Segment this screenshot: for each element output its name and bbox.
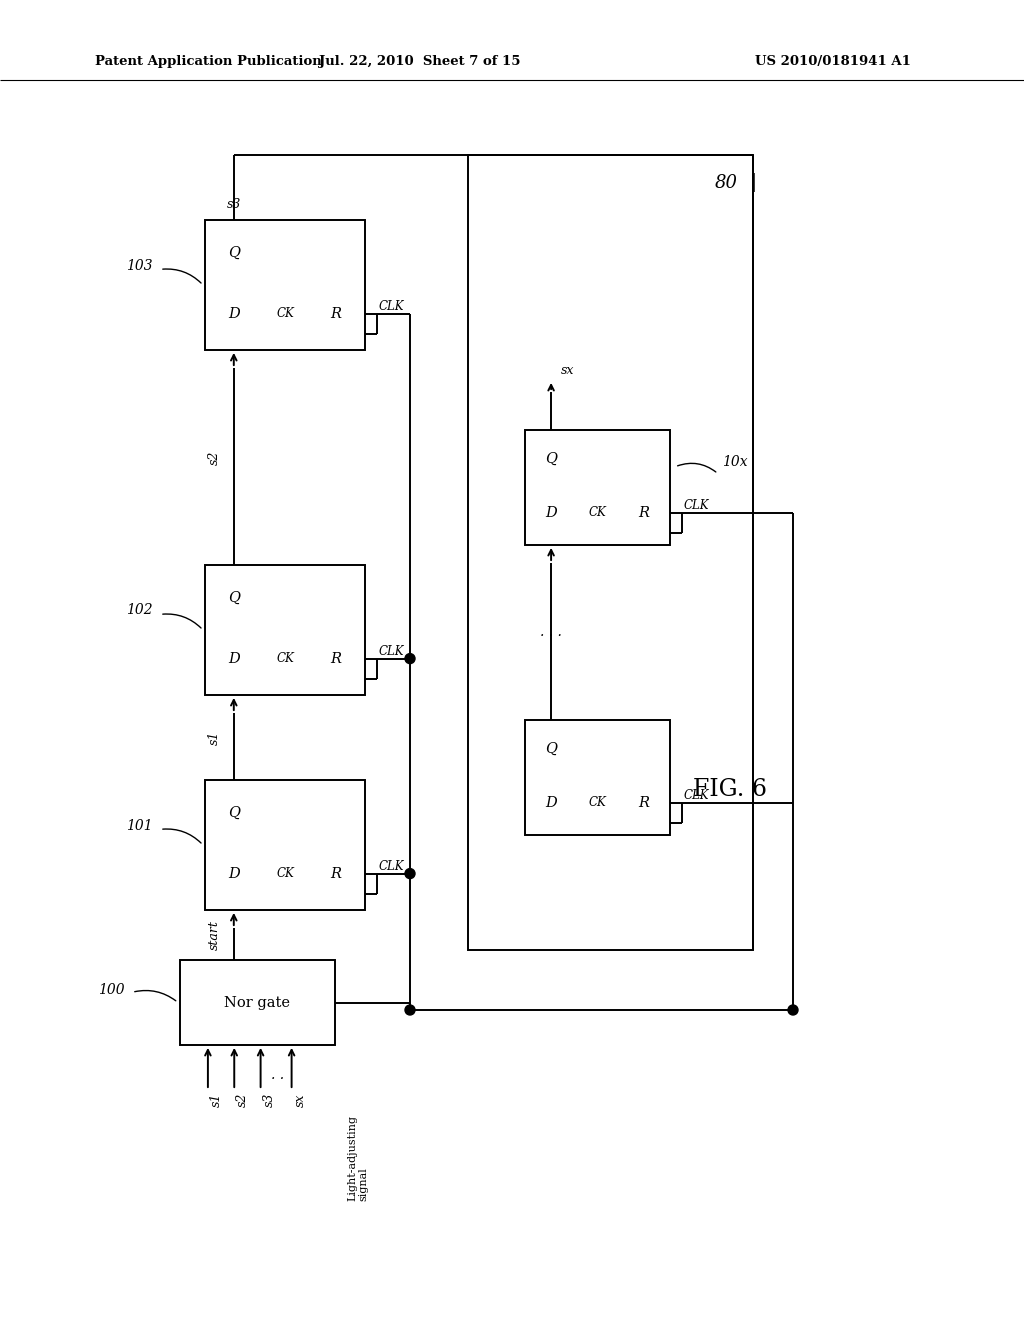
Text: CK: CK xyxy=(589,796,606,809)
Text: s1: s1 xyxy=(208,730,221,744)
Text: . . .: . . . xyxy=(541,626,562,639)
Text: Patent Application Publication: Patent Application Publication xyxy=(95,55,322,69)
Text: D: D xyxy=(545,506,557,520)
Text: |: | xyxy=(751,173,757,193)
Circle shape xyxy=(406,869,415,879)
Text: D: D xyxy=(228,867,240,880)
Text: sx: sx xyxy=(294,1093,306,1106)
Text: Jul. 22, 2010  Sheet 7 of 15: Jul. 22, 2010 Sheet 7 of 15 xyxy=(319,55,521,69)
Text: Q: Q xyxy=(227,590,240,605)
Text: CK: CK xyxy=(276,652,294,665)
Circle shape xyxy=(788,1005,798,1015)
Bar xyxy=(468,154,753,950)
Text: start: start xyxy=(208,920,221,950)
Bar xyxy=(525,430,670,545)
Text: s1: s1 xyxy=(210,1093,223,1107)
Text: 102: 102 xyxy=(126,603,153,618)
Text: US 2010/0181941 A1: US 2010/0181941 A1 xyxy=(755,55,911,69)
Circle shape xyxy=(406,653,415,664)
Text: 100: 100 xyxy=(98,983,125,997)
Text: R: R xyxy=(331,867,342,880)
Text: 80: 80 xyxy=(715,174,738,191)
Text: s2: s2 xyxy=(237,1093,249,1107)
Text: sx: sx xyxy=(561,363,574,376)
Text: CK: CK xyxy=(276,867,294,880)
Text: CLK: CLK xyxy=(684,499,710,512)
Text: FIG. 6: FIG. 6 xyxy=(693,779,767,801)
Text: D: D xyxy=(228,306,240,321)
Text: 10x: 10x xyxy=(722,455,748,469)
Text: Light-adjusting
signal: Light-adjusting signal xyxy=(347,1115,369,1201)
Text: CLK: CLK xyxy=(379,861,404,873)
Bar xyxy=(180,960,335,1045)
Text: CK: CK xyxy=(589,507,606,519)
Text: R: R xyxy=(638,796,649,809)
Text: . .: . . xyxy=(271,1068,285,1082)
Text: s3: s3 xyxy=(226,198,241,210)
Text: s3: s3 xyxy=(262,1093,275,1107)
Text: D: D xyxy=(545,796,557,809)
Circle shape xyxy=(406,1005,415,1015)
Text: Q: Q xyxy=(227,805,240,820)
Text: D: D xyxy=(228,652,240,665)
Bar xyxy=(205,565,365,696)
Text: Q: Q xyxy=(545,451,557,466)
Text: 101: 101 xyxy=(126,818,153,833)
Bar xyxy=(205,780,365,909)
Text: s2: s2 xyxy=(208,450,221,465)
Text: R: R xyxy=(331,306,342,321)
Bar xyxy=(205,220,365,350)
Text: R: R xyxy=(331,652,342,665)
Text: R: R xyxy=(638,506,649,520)
Text: Q: Q xyxy=(545,742,557,756)
Text: CLK: CLK xyxy=(684,789,710,803)
Text: Nor gate: Nor gate xyxy=(224,995,291,1010)
Bar xyxy=(525,719,670,836)
Text: CK: CK xyxy=(276,308,294,321)
Text: CLK: CLK xyxy=(379,300,404,313)
Text: 103: 103 xyxy=(126,259,153,272)
Text: CLK: CLK xyxy=(379,645,404,659)
Text: Q: Q xyxy=(227,246,240,260)
